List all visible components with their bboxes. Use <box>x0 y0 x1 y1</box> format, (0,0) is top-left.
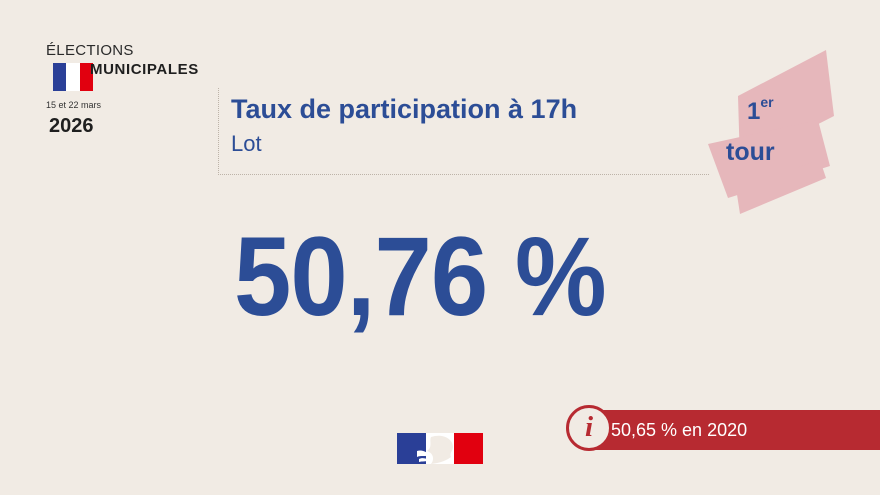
marianne-logo-icon <box>397 433 483 464</box>
participation-value: 50,76 % <box>234 214 607 339</box>
header: Taux de participation à 17h Lot <box>218 88 709 175</box>
logo-municipales-text: MUNICIPALES <box>90 61 199 78</box>
french-flag-icon <box>53 63 93 91</box>
tour-superscript: er <box>760 94 774 110</box>
page-title: Taux de participation à 17h <box>231 94 578 124</box>
info-icon: i <box>584 411 594 443</box>
comparison-info: i 50,65 % en 2020 <box>566 405 880 451</box>
logo-elections-text: ÉLECTIONS <box>46 42 134 59</box>
tour-badge-background <box>708 50 834 214</box>
elections-logo: ÉLECTIONS MUNICIPALES 15 et 22 mars 2026 <box>46 40 216 140</box>
tour-word: tour <box>726 138 775 166</box>
page-subtitle: Lot <box>231 131 262 156</box>
logo-dates: 15 et 22 mars <box>46 100 102 110</box>
info-bar <box>590 410 880 450</box>
logo-year: 2026 <box>49 115 94 137</box>
info-text: 50,65 % en 2020 <box>611 420 748 440</box>
tour-number: 1er <box>747 94 774 125</box>
tour-badge: 1er tour <box>700 48 840 218</box>
info-icon-circle <box>566 405 612 451</box>
